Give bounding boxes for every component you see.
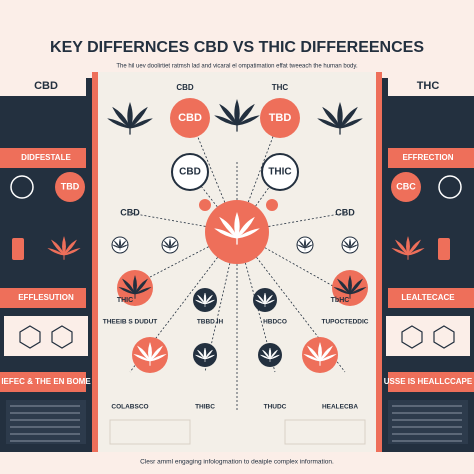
center-label: CBD <box>120 207 140 217</box>
badge-label: CBC <box>396 181 416 191</box>
side-banner <box>0 148 86 168</box>
badge-label: TBD <box>61 181 80 191</box>
text-block <box>6 400 86 444</box>
side-label: CBD <box>34 80 58 92</box>
footer-band <box>0 452 474 474</box>
molecule-icon <box>10 175 34 199</box>
right-panel <box>382 78 474 452</box>
side-label: EFFRECTION <box>402 153 453 162</box>
center-label: CBD <box>176 83 194 92</box>
info-box <box>386 316 470 356</box>
center-label: CBD <box>178 112 202 124</box>
side-banner <box>0 76 86 96</box>
side-banner <box>388 372 474 392</box>
molecule-icon <box>438 175 462 199</box>
center-label: HEALECBA <box>322 404 358 411</box>
side-label: LEALTECACE <box>401 293 455 302</box>
center-label: THEEIB S DUDUT <box>103 319 158 326</box>
center-label: TBD <box>269 112 292 124</box>
label-circle <box>261 153 299 191</box>
center-border <box>376 72 382 452</box>
badge-circle <box>391 172 421 202</box>
side-label: EFFLESUTION <box>18 293 74 302</box>
accent-dot <box>266 199 278 211</box>
molecule-icon <box>51 325 73 349</box>
center-label: TbHC <box>331 297 350 304</box>
center-label: COLABSCO <box>111 404 148 411</box>
text-block <box>109 419 191 445</box>
side-banner <box>388 76 474 96</box>
subtitle: The hil uev doolirtiet ratmsh lad and vi… <box>116 64 358 70</box>
text-block <box>388 400 468 444</box>
side-banner <box>0 288 86 308</box>
side-label: DIDFESTALE <box>21 153 71 162</box>
side-banner <box>388 288 474 308</box>
text-block <box>284 419 366 445</box>
side-label: IEFEC & THE EN BOME <box>1 377 91 386</box>
center-label: THIBC <box>195 404 215 411</box>
badge-circle <box>55 172 85 202</box>
center-label: THIC <box>117 297 133 304</box>
center-label: TBBD IH <box>197 319 224 326</box>
bottle-icon <box>12 238 24 260</box>
title: KEY DIFFERNCES CBD VS THIC DIFFEREENCES <box>50 39 424 56</box>
center-label: CBD <box>179 167 201 178</box>
center-label: THIC <box>268 167 291 178</box>
info-box <box>4 316 88 356</box>
center-label: HBDCO <box>263 319 287 326</box>
center-label: THC <box>272 83 289 92</box>
molecule-icon <box>401 325 423 349</box>
side-banner <box>388 148 474 168</box>
center-label: TUPOCTEDDIC <box>322 319 369 326</box>
center-label: CBD <box>335 207 355 217</box>
molecule-icon <box>19 325 41 349</box>
accent-dot <box>199 199 211 211</box>
center-border <box>92 72 98 452</box>
side-label: THC <box>417 80 440 92</box>
label-circle <box>170 98 210 138</box>
center-label: THUDC <box>264 404 287 411</box>
footer-text: Clesr amml engaging infologmation to dea… <box>140 459 334 466</box>
molecule-icon <box>433 325 455 349</box>
side-label: USSE IS HEALLCCAPE <box>384 377 473 386</box>
label-circle <box>260 98 300 138</box>
side-banner <box>0 372 86 392</box>
bottle-icon <box>438 238 450 260</box>
label-circle <box>171 153 209 191</box>
left-panel <box>0 78 92 452</box>
